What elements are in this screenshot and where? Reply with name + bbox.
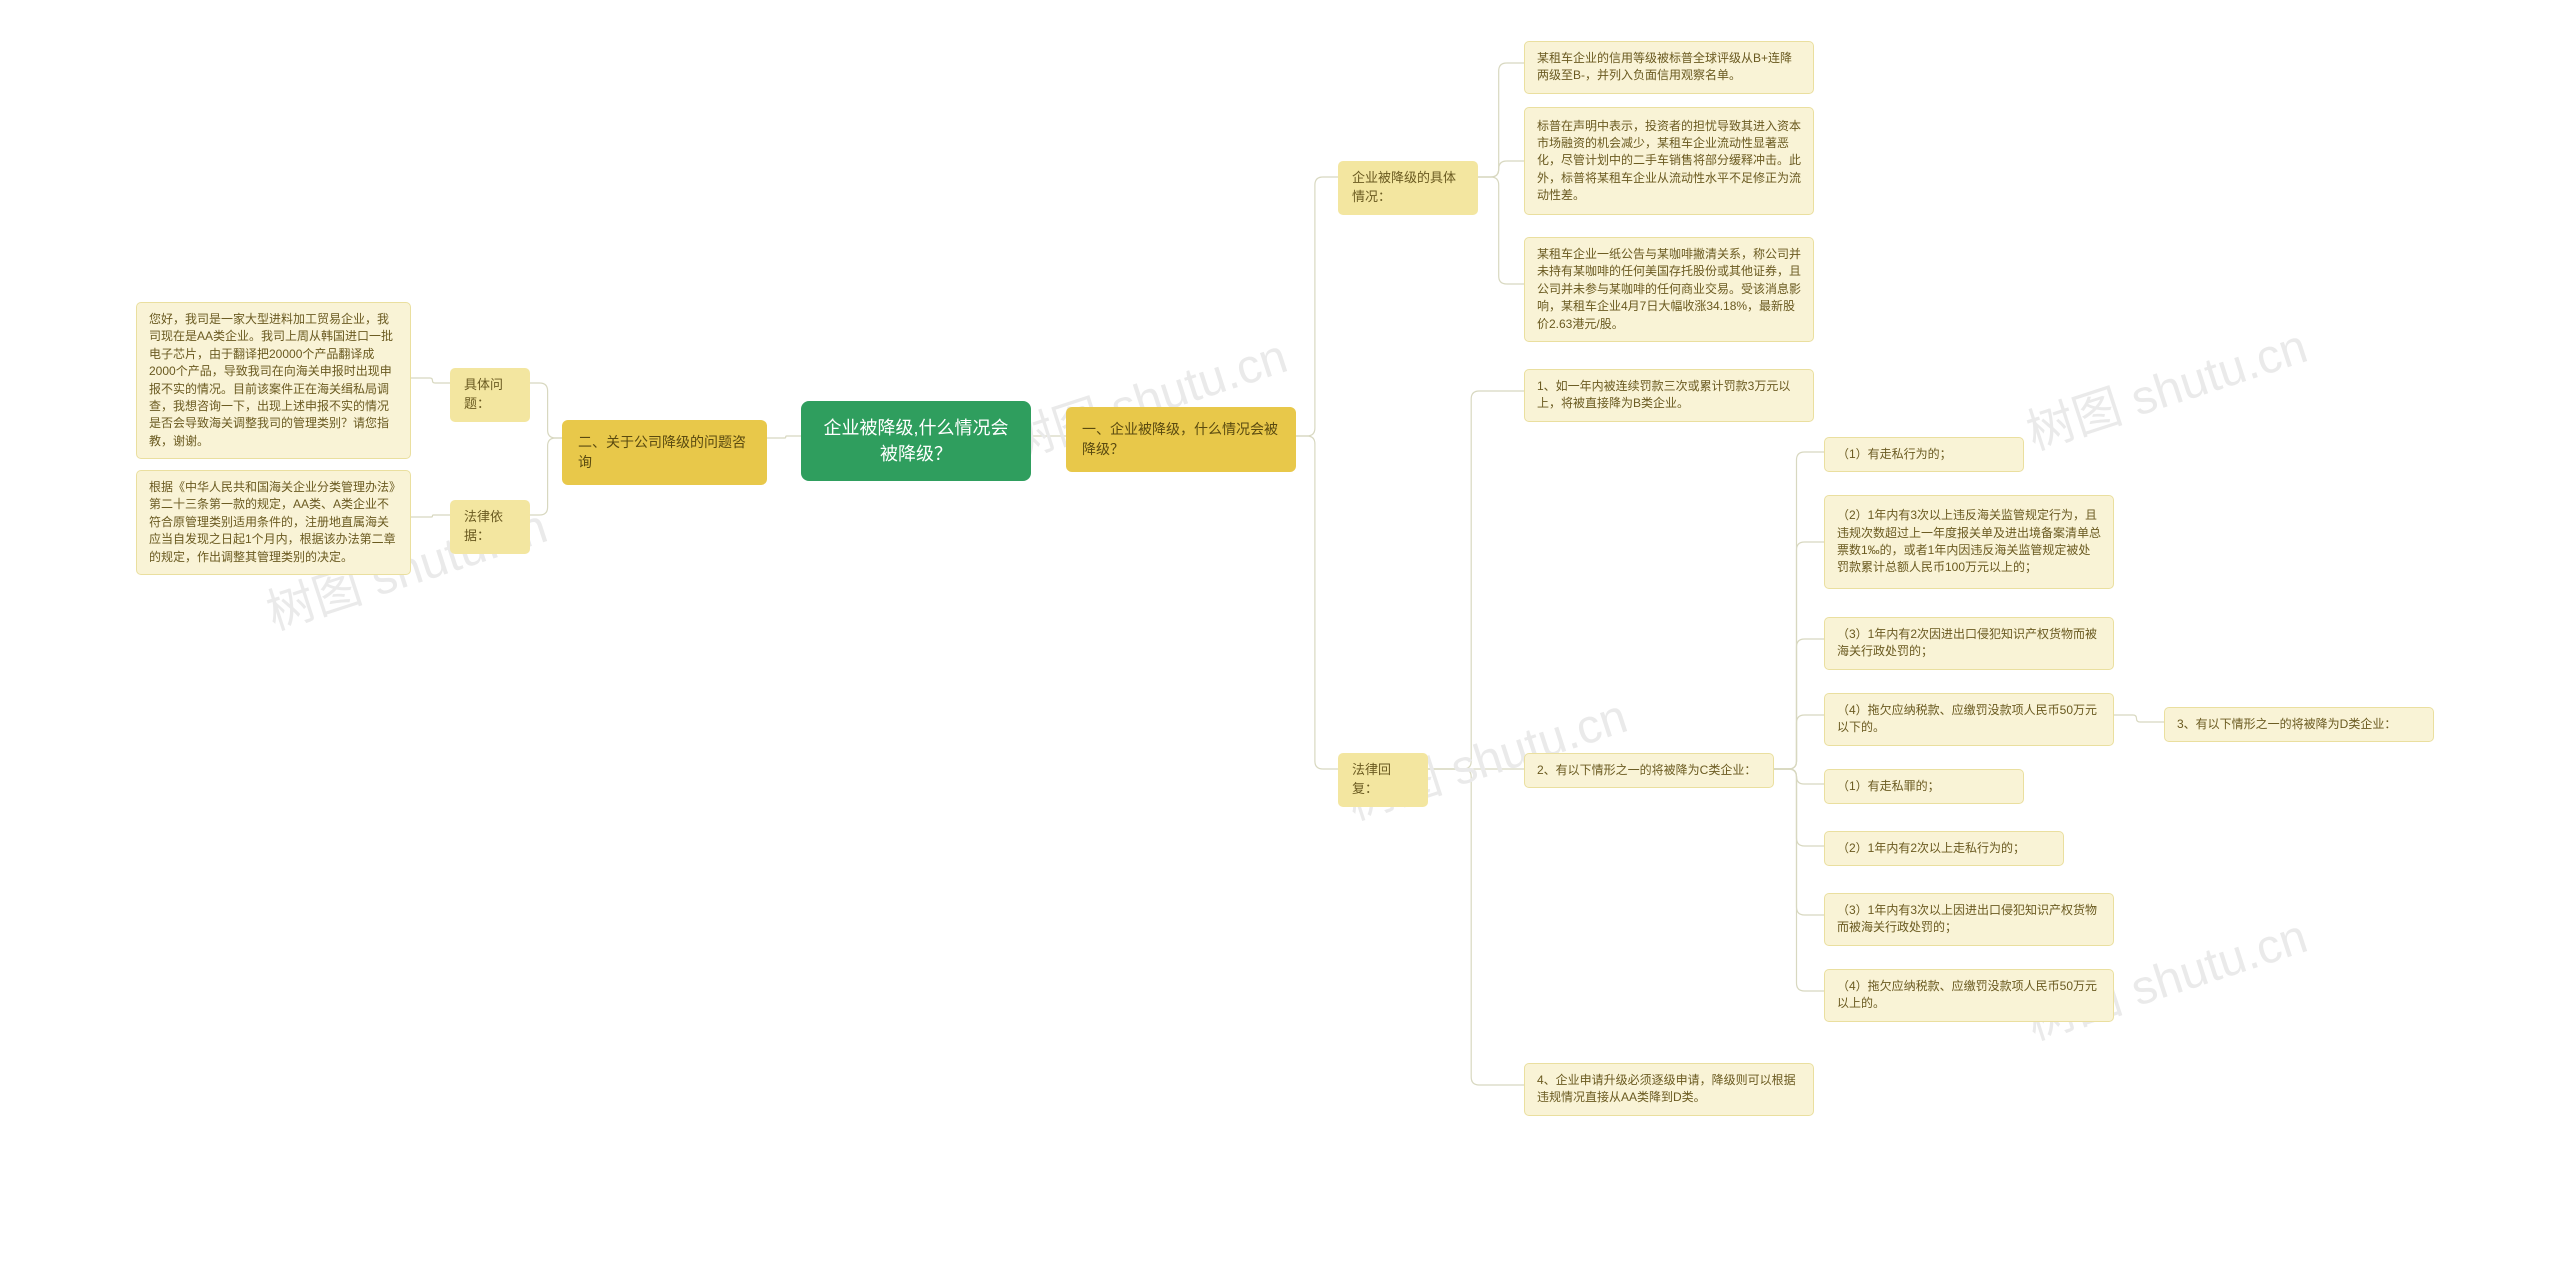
edge bbox=[1428, 769, 1524, 1085]
edge bbox=[530, 438, 562, 515]
node-l1a[interactable]: 具体问题： bbox=[450, 368, 530, 422]
edge bbox=[1296, 436, 1338, 769]
edge bbox=[1774, 769, 1824, 915]
node-r1b2_5[interactable]: （1）有走私罪的； bbox=[1824, 769, 2024, 804]
edge bbox=[411, 515, 450, 517]
edge bbox=[1774, 639, 1824, 769]
mindmap-canvas: 树图 shutu.cn树图 shutu.cn树图 shutu.cn树图 shut… bbox=[0, 0, 2560, 1286]
node-r1b2_2[interactable]: （2）1年内有3次以上违反海关监管规定行为，且违规次数超过上一年度报关单及进出境… bbox=[1824, 495, 2114, 589]
node-l1b[interactable]: 法律依据： bbox=[450, 500, 530, 554]
node-r1b1[interactable]: 1、如一年内被连续罚款三次或累计罚款3万元以上，将被直接降为B类企业。 bbox=[1524, 369, 1814, 422]
node-r1a[interactable]: 企业被降级的具体情况： bbox=[1338, 161, 1478, 215]
edge bbox=[2114, 715, 2164, 722]
node-r1a3[interactable]: 某租车企业一纸公告与某咖啡撇清关系，称公司并未持有某咖啡的任何美国存托股份或其他… bbox=[1524, 237, 1814, 342]
edge bbox=[767, 436, 801, 438]
edge bbox=[530, 383, 562, 438]
node-r1a2[interactable]: 标普在声明中表示，投资者的担忧导致其进入资本市场融资的机会减少，某租车企业流动性… bbox=[1524, 107, 1814, 215]
node-r1b4[interactable]: 4、企业申请升级必须逐级申请，降级则可以根据违规情况直接从AA类降到D类。 bbox=[1524, 1063, 1814, 1116]
node-r1a1[interactable]: 某租车企业的信用等级被标普全球评级从B+连降两级至B-，并列入负面信用观察名单。 bbox=[1524, 41, 1814, 94]
edge bbox=[1774, 452, 1824, 769]
node-r1b2_1[interactable]: （1）有走私行为的； bbox=[1824, 437, 2024, 472]
edge bbox=[1296, 177, 1338, 436]
node-r1b2[interactable]: 2、有以下情形之一的将被降为C类企业： bbox=[1524, 753, 1774, 788]
edge bbox=[1478, 63, 1524, 177]
node-root[interactable]: 企业被降级,什么情况会被降级？ bbox=[801, 401, 1031, 481]
edge bbox=[1774, 769, 1824, 991]
node-r1b2_8[interactable]: （4）拖欠应纳税款、应缴罚没款项人民币50万元以上的。 bbox=[1824, 969, 2114, 1022]
node-r1b2_4[interactable]: （4）拖欠应纳税款、应缴罚没款项人民币50万元以下的。 bbox=[1824, 693, 2114, 746]
edge bbox=[411, 378, 450, 383]
edge bbox=[1774, 715, 1824, 769]
edge bbox=[1478, 161, 1524, 177]
node-r1[interactable]: 一、企业被降级，什么情况会被降级？ bbox=[1066, 407, 1296, 472]
node-l1[interactable]: 二、关于公司降级的问题咨询 bbox=[562, 420, 767, 485]
node-r1b2_3[interactable]: （3）1年内有2次因进出口侵犯知识产权货物而被海关行政处罚的； bbox=[1824, 617, 2114, 670]
edge bbox=[1774, 769, 1824, 784]
edge bbox=[1774, 769, 1824, 846]
node-r1b2_7[interactable]: （3）1年内有3次以上因进出口侵犯知识产权货物而被海关行政处罚的； bbox=[1824, 893, 2114, 946]
edge bbox=[1478, 177, 1524, 284]
node-l1a1[interactable]: 您好，我司是一家大型进料加工贸易企业，我司现在是AA类企业。我司上周从韩国进口一… bbox=[136, 302, 411, 459]
edge-layer bbox=[0, 0, 2560, 1286]
node-r1b2_6[interactable]: （2）1年内有2次以上走私行为的； bbox=[1824, 831, 2064, 866]
node-r1b[interactable]: 法律回复： bbox=[1338, 753, 1428, 807]
node-l1b1[interactable]: 根据《中华人民共和国海关企业分类管理办法》第二十三条第一款的规定，AA类、A类企… bbox=[136, 470, 411, 575]
node-r1b2_ext[interactable]: 3、有以下情形之一的将被降为D类企业： bbox=[2164, 707, 2434, 742]
edge bbox=[1428, 391, 1524, 769]
edge bbox=[1774, 542, 1824, 769]
watermark: 树图 shutu.cn bbox=[2016, 307, 2314, 463]
